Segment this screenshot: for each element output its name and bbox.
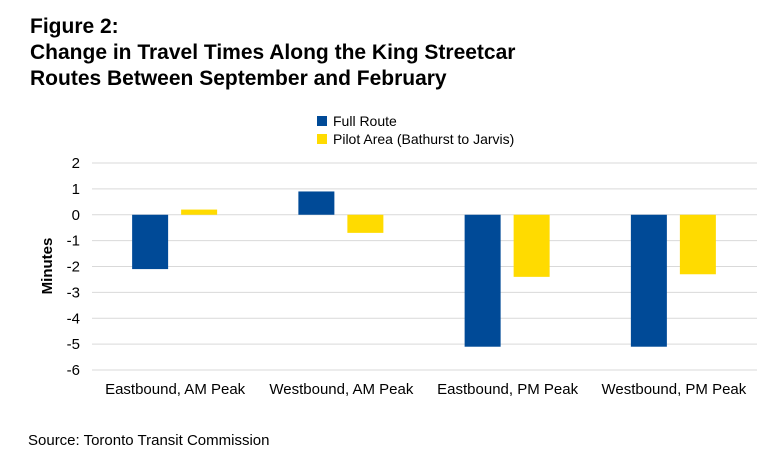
bar-pilot-area: [347, 214, 384, 233]
title-line-2: Change in Travel Times Along the King St…: [30, 41, 516, 64]
bar-pilot-area: [679, 214, 716, 275]
x-tick-label: Westbound, PM Peak: [601, 381, 746, 398]
y-tick-label: -6: [67, 362, 80, 379]
legend-swatch: [317, 134, 327, 144]
y-tick-label: -2: [67, 259, 80, 276]
y-tick-label: -1: [67, 233, 80, 250]
bar-pilot-area: [513, 214, 550, 277]
source-note: Source: Toronto Transit Commission: [28, 432, 270, 449]
title-line-1: Figure 2:: [30, 15, 119, 38]
chart-title: Figure 2: Change in Travel Times Along t…: [30, 14, 515, 92]
bar-full-route: [132, 214, 169, 270]
title-line-3: Routes Between September and February: [30, 67, 447, 90]
bar-pilot-area: [181, 209, 218, 215]
y-tick-label: 1: [72, 181, 80, 198]
y-tick-label: -5: [67, 336, 80, 353]
bar-full-route: [464, 214, 501, 347]
x-tick-label: Eastbound, PM Peak: [437, 381, 578, 398]
legend-label: Pilot Area (Bathurst to Jarvis): [333, 131, 515, 147]
legend-item-full-route: Full Route: [317, 112, 514, 130]
x-tick-label: Westbound, AM Peak: [269, 381, 413, 398]
bar-full-route: [630, 214, 667, 347]
x-tick-label: Eastbound, AM Peak: [105, 381, 246, 398]
y-tick-label: 2: [72, 155, 80, 172]
legend-label: Full Route: [333, 113, 397, 129]
y-tick-label: -3: [67, 284, 80, 301]
legend-item-pilot-area: Pilot Area (Bathurst to Jarvis): [317, 130, 514, 148]
legend: Full Route Pilot Area (Bathurst to Jarvi…: [317, 112, 514, 148]
y-tick-label: -4: [67, 310, 80, 327]
y-tick-label: 0: [72, 207, 80, 224]
legend-swatch: [317, 116, 327, 126]
bar-full-route: [298, 191, 335, 215]
y-axis-label: Minutes: [39, 238, 56, 295]
